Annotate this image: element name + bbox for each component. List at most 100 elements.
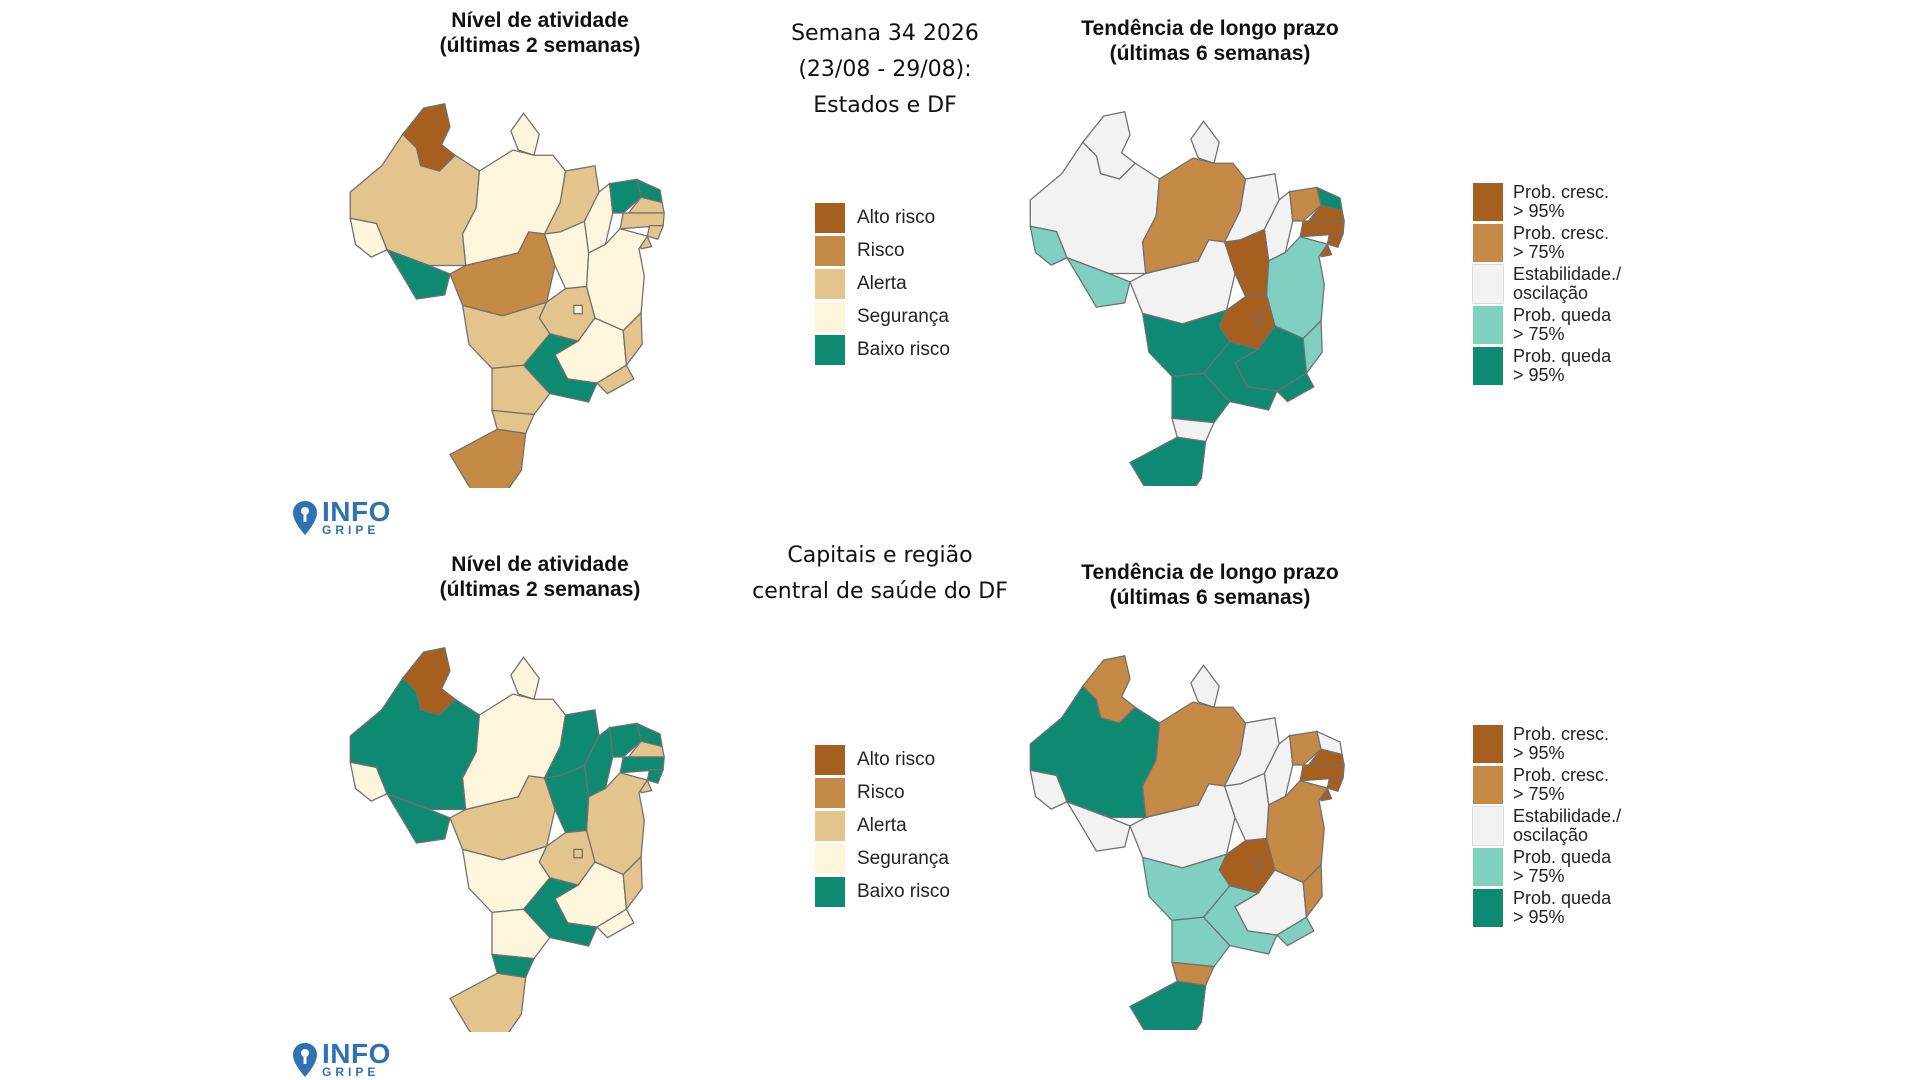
state-ro [1065,800,1131,852]
legend-label: Alerta [857,273,907,294]
infogripe-logo-top: INFO GRIPE [292,498,391,536]
legend-label: Estabilidade./oscilação [1513,264,1622,303]
state-pr [1171,372,1231,424]
legend-swatch [815,844,845,874]
state-pe [1299,220,1345,238]
state-ms [461,845,551,914]
legend-swatch [815,302,845,332]
state-to [543,220,590,290]
week-title: Semana 34 2026 (23/08 - 29/08): Estados … [765,16,1005,124]
legend-label: Prob. cresc. > 95% [1513,182,1610,221]
state-al [646,224,665,241]
legend-label: Prob. queda > 75% [1513,305,1612,344]
legend-label: Prob. cresc. > 75% [1513,223,1610,262]
state-rs [1129,980,1207,1030]
bottom-activity-map [349,647,665,1032]
state-ac [1029,225,1068,266]
legend-item: Risco [815,236,905,266]
top-activity-title: Nível de atividade (últimas 2 semanas) [439,9,641,57]
state-al [646,768,665,785]
legend-swatch [1473,725,1503,763]
legend-label: Prob. queda > 95% [1513,888,1612,927]
state-rj [595,908,635,939]
state-mt [449,231,556,317]
legend-item: Segurança [815,844,949,874]
legend-label: Alto risco [857,207,936,228]
bottom-trend-title: Tendência de longo prazo (últimas 6 sema… [1081,561,1339,609]
legend-swatch [815,269,845,299]
legend-item: Baixo risco [815,335,950,365]
legend-swatch [1473,306,1503,344]
state-ms [461,301,551,370]
state-pr [1171,916,1231,968]
legend-label: Prob. queda > 95% [1513,346,1612,385]
top-activity-legend: Alto risco Risco Alerta Segurança Baixo risc… [815,203,985,368]
state-ms [1141,853,1231,922]
legend-label: Risco [857,782,905,803]
legend-swatch [1473,183,1503,221]
infogripe-logo-bottom: INFO GRIPE [292,1040,391,1078]
capitals-title: Capitais e região central de saúde do DF [720,538,1040,610]
legend-label: Estabilidade./oscilação [1513,806,1622,845]
bottom-activity-legend: Alto risco Risco Alerta Segurança Baixo risc… [815,745,985,910]
legend-swatch [815,877,845,907]
state-ce [1288,186,1322,222]
state-ap [510,656,540,701]
state-ac [349,217,388,258]
state-to [543,764,590,834]
bottom-trend-legend: Prob. cresc. > 95% Prob. cresc. > 75% Estabi… [1472,724,1673,930]
state-rj [595,364,635,395]
state-rs [449,972,527,1032]
legend-item: Prob. cresc. > 95% [1473,183,1609,221]
state-ro [385,792,451,844]
state-es [1302,863,1323,919]
state-es [622,855,643,911]
state-mt [449,775,556,861]
state-rs [449,428,527,488]
state-al [1326,232,1345,249]
legend-item: Alto risco [815,203,935,233]
legend-label: Prob. cresc. > 95% [1513,724,1610,763]
state-ap [1190,120,1220,165]
top-trend-legend: Prob. cresc. > 95% Prob. cresc. > 75% Estabi… [1472,183,1673,388]
legend-label: Baixo risco [857,881,950,902]
map-pin-icon [293,1043,317,1077]
legend-item: Segurança [815,302,949,332]
week-line1: Semana 34 2026 [791,21,979,46]
legend-item: Estabilidade./oscilação [1472,806,1622,846]
state-rs [1129,436,1207,486]
capitals-line2: central de saúde do DF [752,579,1008,604]
state-df [573,848,583,859]
top-activity-map [349,103,665,488]
legend-item: Prob. queda > 75% [1473,306,1611,344]
state-mt [1129,783,1236,869]
legend-label: Segurança [857,848,949,869]
state-rj [1275,916,1315,947]
legend-item: Alerta [815,269,907,299]
legend-label: Segurança [857,306,949,327]
top-trend-map [1029,111,1345,486]
legend-item: Prob. queda > 95% [1473,347,1611,385]
legend-swatch [1473,347,1503,385]
state-pr [491,908,551,960]
legend-swatch [1472,806,1504,846]
state-pr [491,364,551,416]
legend-label: Prob. cresc. > 75% [1513,765,1610,804]
week-line3: Estados e DF [813,93,957,118]
state-mt [1129,239,1236,325]
state-ap [510,112,540,157]
legend-swatch [815,745,845,775]
legend-swatch [815,811,845,841]
state-df [1253,856,1263,867]
legend-item: Prob. queda > 95% [1473,889,1611,927]
map-pin-icon [293,501,317,535]
legend-swatch [1473,848,1503,886]
state-ce [608,722,642,758]
legend-item: Prob. cresc. > 75% [1473,224,1609,262]
legend-label: Risco [857,240,905,261]
state-to [1223,772,1270,842]
legend-swatch [1473,889,1503,927]
legend-swatch [815,203,845,233]
state-to [1223,228,1270,298]
legend-swatch [815,778,845,808]
